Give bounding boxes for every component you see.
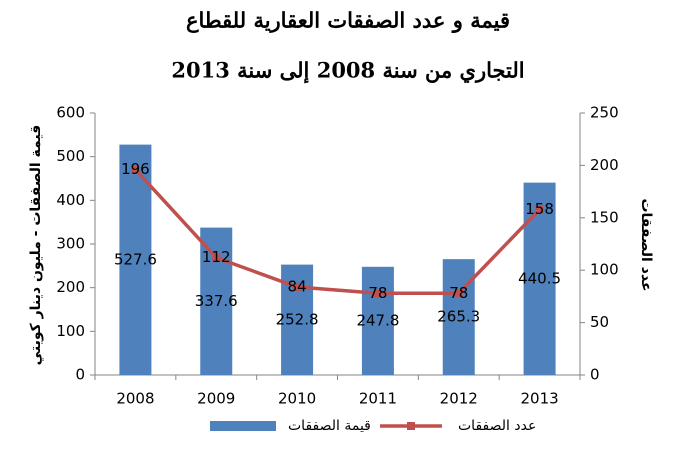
y2-axis-label: عدد الصفقات	[638, 198, 654, 291]
data-label: 265.3	[437, 308, 480, 326]
data-label: 252.8	[276, 310, 319, 328]
bar	[361, 266, 394, 375]
x-tick-label: 2012	[440, 390, 478, 408]
x-tick-label: 2010	[278, 390, 316, 408]
legend-swatch	[210, 421, 276, 431]
y2-tick-label: 150	[590, 208, 619, 226]
data-label: 84	[288, 277, 307, 295]
y2-tick-label: 250	[590, 104, 619, 122]
line-marker	[373, 289, 382, 298]
line-marker	[293, 282, 302, 291]
y2-tick-label: 200	[590, 156, 619, 174]
line-marker	[454, 289, 463, 298]
y-axis-label: قيمة الصفقات - مليون دينار كويتي	[28, 125, 44, 366]
chart-title: التجاري من سنة 2008 إلى سنة 2013	[171, 58, 524, 84]
data-label: 78	[449, 284, 468, 302]
y-tick-label: 600	[56, 104, 85, 122]
data-label: 196	[121, 160, 150, 178]
y2-tick-label: 100	[590, 261, 619, 279]
data-label: 337.6	[195, 292, 238, 310]
line-marker	[535, 205, 544, 214]
data-label: 158	[525, 200, 554, 218]
y2-tick-label: 0	[590, 366, 600, 384]
y-tick-label: 200	[56, 278, 85, 296]
legend-swatch	[407, 422, 415, 430]
data-label: 78	[368, 284, 387, 302]
y-tick-label: 100	[56, 322, 85, 340]
bar	[523, 182, 556, 375]
y-tick-label: 0	[75, 366, 85, 384]
line-marker	[131, 165, 140, 174]
data-label: 112	[202, 248, 231, 266]
legend-label: قيمة الصفقات	[288, 418, 371, 434]
x-tick-label: 2009	[197, 390, 235, 408]
y2-tick-label: 50	[590, 313, 609, 331]
line-marker	[212, 253, 221, 262]
data-label: 440.5	[518, 269, 561, 287]
bar	[442, 259, 475, 375]
line	[134, 168, 541, 296]
data-label: 247.8	[356, 311, 399, 329]
x-tick-label: 2013	[520, 390, 558, 408]
x-tick-label: 2008	[116, 390, 154, 408]
bar	[200, 227, 233, 375]
y-tick-label: 300	[56, 235, 85, 253]
chart-title: قيمة و عدد الصفقات العقارية للقطاع	[186, 8, 510, 34]
data-label: 527.6	[114, 250, 157, 268]
y-tick-label: 400	[56, 191, 85, 209]
y-tick-label: 500	[56, 147, 85, 165]
x-tick-label: 2011	[359, 390, 397, 408]
legend-label: عدد الصفقات	[458, 418, 536, 434]
